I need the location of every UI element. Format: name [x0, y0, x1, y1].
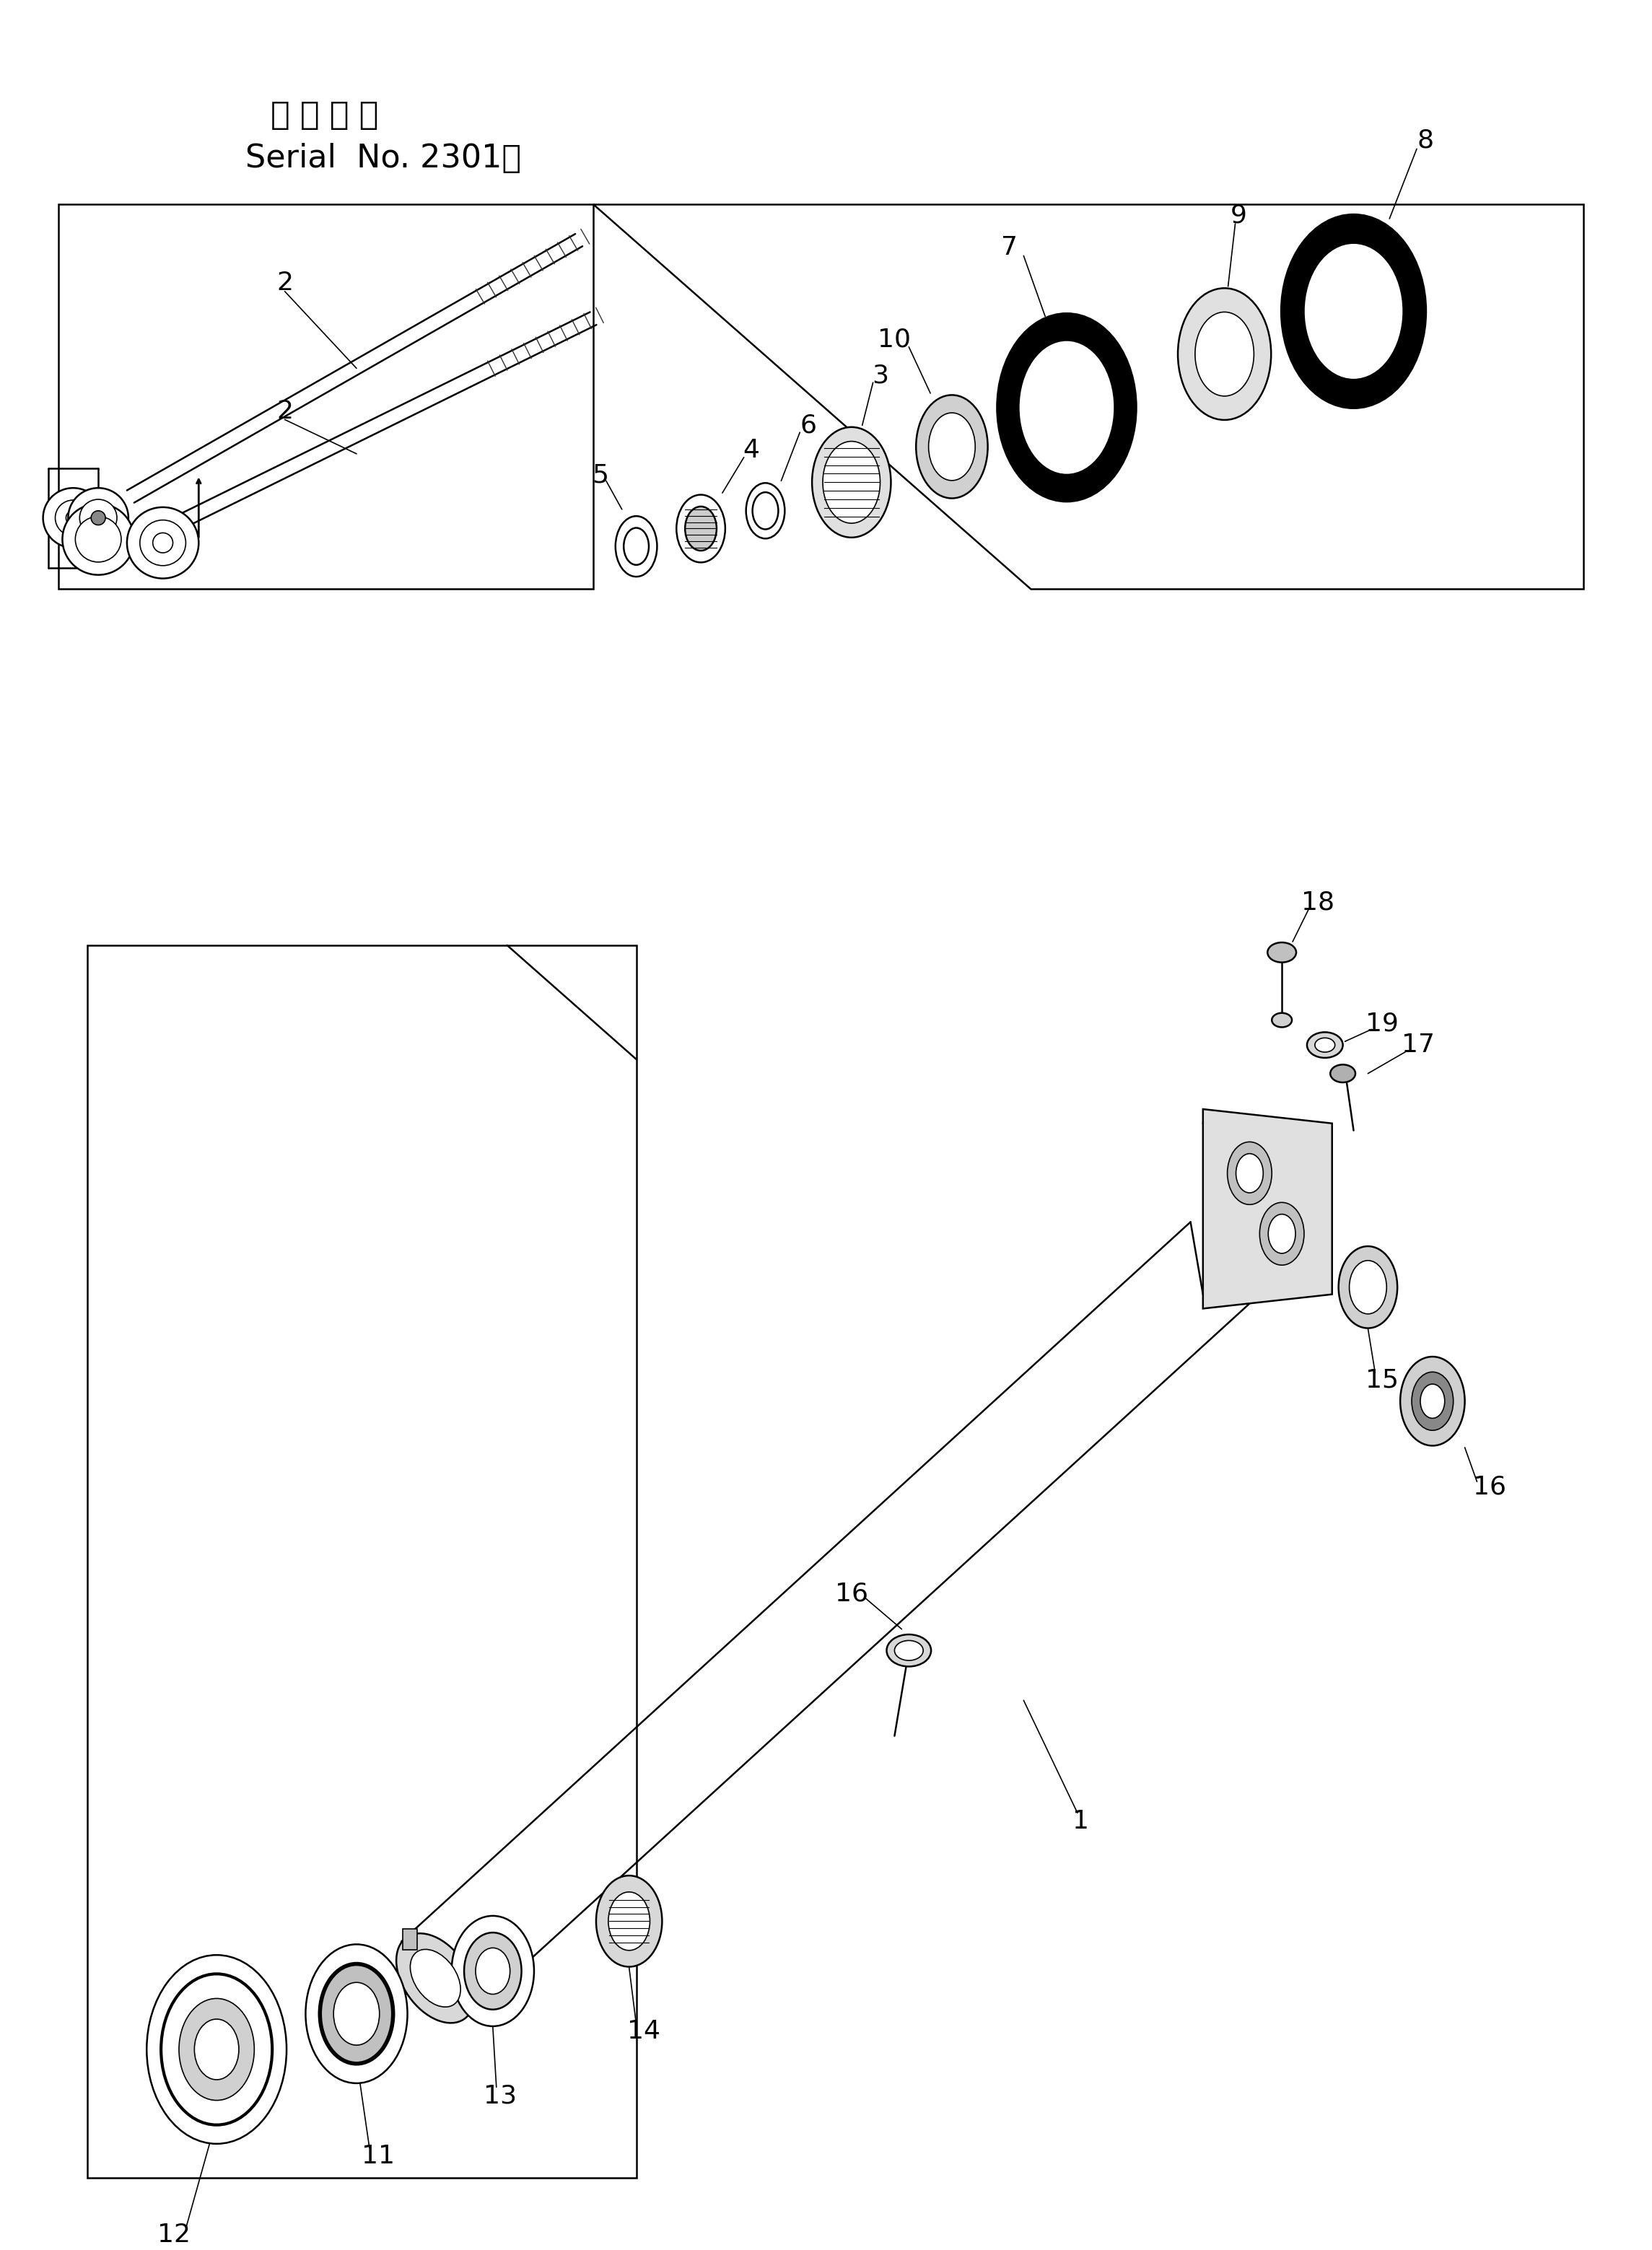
- Ellipse shape: [1259, 1202, 1303, 1265]
- Circle shape: [63, 504, 134, 574]
- Ellipse shape: [147, 1955, 286, 2144]
- Ellipse shape: [1019, 342, 1113, 472]
- Circle shape: [66, 511, 81, 524]
- Ellipse shape: [1421, 1384, 1446, 1418]
- Ellipse shape: [1287, 221, 1421, 403]
- Circle shape: [91, 511, 106, 524]
- Text: 2: 2: [276, 270, 292, 295]
- Circle shape: [76, 518, 121, 562]
- Ellipse shape: [195, 2018, 240, 2079]
- Ellipse shape: [887, 1634, 932, 1667]
- Text: 2: 2: [276, 398, 292, 423]
- Text: 4: 4: [743, 439, 760, 464]
- Ellipse shape: [928, 412, 975, 482]
- Polygon shape: [593, 205, 1583, 590]
- Polygon shape: [403, 1928, 416, 1951]
- Ellipse shape: [1330, 1064, 1355, 1082]
- Ellipse shape: [752, 493, 778, 529]
- Text: 5: 5: [591, 464, 608, 488]
- Ellipse shape: [1272, 1013, 1292, 1028]
- Ellipse shape: [1315, 1037, 1335, 1053]
- Ellipse shape: [1412, 1372, 1454, 1431]
- Text: Serial  No. 2301～: Serial No. 2301～: [244, 142, 520, 173]
- Ellipse shape: [676, 495, 725, 562]
- Text: 15: 15: [1366, 1368, 1399, 1393]
- Ellipse shape: [1227, 1143, 1272, 1204]
- Text: 8: 8: [1417, 128, 1434, 153]
- Text: 6: 6: [800, 414, 816, 437]
- Ellipse shape: [476, 1949, 510, 1994]
- Text: 14: 14: [626, 2018, 661, 2043]
- Text: 7: 7: [1001, 234, 1018, 259]
- Ellipse shape: [464, 1933, 522, 2009]
- Circle shape: [152, 533, 173, 554]
- Ellipse shape: [334, 1982, 380, 2045]
- Circle shape: [43, 488, 104, 547]
- Text: 13: 13: [484, 2084, 517, 2108]
- Ellipse shape: [1178, 288, 1270, 421]
- Ellipse shape: [686, 506, 717, 551]
- Ellipse shape: [1236, 1154, 1264, 1193]
- Ellipse shape: [1003, 320, 1132, 497]
- Text: 16: 16: [1474, 1474, 1507, 1499]
- Ellipse shape: [306, 1944, 408, 2084]
- Text: 16: 16: [834, 1582, 867, 1606]
- Ellipse shape: [396, 1933, 474, 2023]
- Polygon shape: [59, 205, 593, 590]
- Ellipse shape: [823, 441, 881, 524]
- Ellipse shape: [915, 396, 988, 497]
- Ellipse shape: [624, 529, 649, 565]
- Ellipse shape: [1401, 1357, 1465, 1447]
- Text: 12: 12: [157, 2223, 190, 2248]
- Ellipse shape: [596, 1876, 662, 1967]
- Ellipse shape: [1269, 1215, 1295, 1253]
- Polygon shape: [1203, 1109, 1332, 1310]
- Ellipse shape: [178, 1998, 254, 2099]
- Text: 適 用 号 機: 適 用 号 機: [271, 99, 378, 130]
- Circle shape: [79, 500, 117, 536]
- Ellipse shape: [813, 428, 890, 538]
- Ellipse shape: [160, 1973, 273, 2124]
- Ellipse shape: [1338, 1246, 1398, 1328]
- Text: 18: 18: [1302, 891, 1335, 916]
- Ellipse shape: [1350, 1260, 1386, 1314]
- Circle shape: [140, 520, 185, 565]
- Text: 9: 9: [1231, 202, 1247, 227]
- Ellipse shape: [747, 484, 785, 538]
- Text: 19: 19: [1366, 1010, 1399, 1035]
- Ellipse shape: [1194, 313, 1254, 396]
- Text: 3: 3: [872, 362, 889, 387]
- Ellipse shape: [1307, 1033, 1343, 1058]
- Text: 10: 10: [877, 328, 912, 351]
- Ellipse shape: [410, 1949, 461, 2007]
- Circle shape: [55, 500, 91, 536]
- Circle shape: [127, 506, 198, 578]
- Text: 11: 11: [362, 2144, 395, 2169]
- Ellipse shape: [608, 1892, 649, 1951]
- Ellipse shape: [1267, 943, 1297, 963]
- Circle shape: [68, 488, 129, 547]
- Ellipse shape: [320, 1964, 393, 2063]
- Ellipse shape: [1305, 245, 1403, 378]
- Ellipse shape: [616, 515, 657, 576]
- Text: 17: 17: [1401, 1033, 1434, 1058]
- Text: 1: 1: [1072, 1809, 1089, 1834]
- Ellipse shape: [894, 1640, 923, 1660]
- Ellipse shape: [451, 1915, 534, 2027]
- Polygon shape: [88, 945, 636, 2178]
